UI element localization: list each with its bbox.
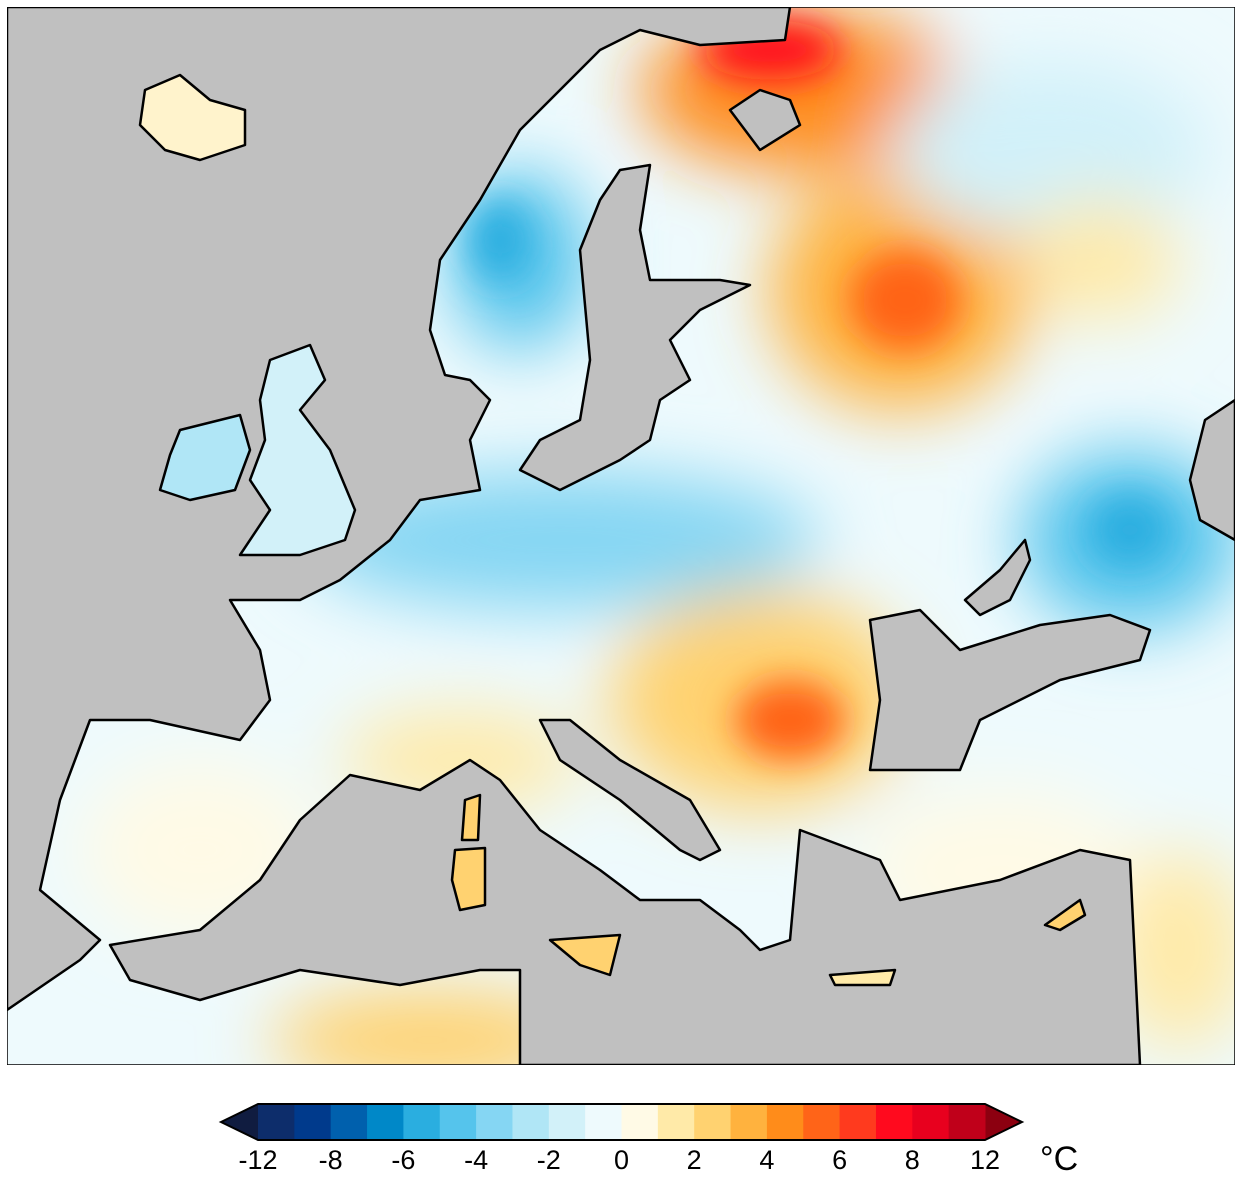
colorbar-tick-label: 4 — [759, 1145, 775, 1175]
colorbar-under-triangle — [221, 1104, 258, 1140]
colorbar-over-triangle — [985, 1104, 1022, 1140]
colorbar-tick-label: -12 — [238, 1145, 278, 1175]
corsica — [460, 793, 482, 842]
ireland — [158, 413, 252, 502]
colorbar-outline — [218, 1103, 1025, 1141]
baltic-sea — [518, 163, 752, 492]
adriatic-sea — [538, 718, 722, 862]
colorbar-segment — [585, 1104, 622, 1140]
colorbar-segment — [367, 1104, 404, 1140]
colorbar-tick-label: 12 — [969, 1145, 1001, 1175]
colorbar-segment — [657, 1104, 695, 1140]
sardinia — [450, 846, 487, 912]
mediterranean-sea — [108, 758, 1142, 1065]
cyprus — [1043, 898, 1087, 932]
colorbar-tick-label: -6 — [391, 1145, 416, 1175]
colorbar-tick-label: 8 — [904, 1145, 920, 1175]
colorbar-tick-label: 6 — [832, 1145, 848, 1175]
great-britain — [238, 343, 357, 557]
colorbar-segment — [258, 1104, 295, 1140]
colorbar-segment — [548, 1104, 586, 1140]
colorbar-segment — [439, 1104, 477, 1140]
sicily — [548, 933, 622, 977]
islands — [138, 73, 1087, 987]
colorbar-segment — [766, 1104, 804, 1140]
colorbar-segment — [330, 1104, 368, 1140]
temperature-anomaly-map — [7, 7, 1235, 1065]
colorbar-segment — [512, 1104, 550, 1140]
colorbar-segment — [403, 1104, 441, 1140]
sea-areas — [7, 7, 1235, 1065]
sea-of-azov — [963, 538, 1032, 617]
colorbar-segment — [803, 1104, 841, 1140]
colorbar-segment — [694, 1104, 732, 1140]
colorbar-segment — [948, 1104, 986, 1140]
black-sea — [868, 608, 1152, 772]
white-sea — [728, 88, 802, 152]
colorbar-segment — [476, 1104, 513, 1140]
colorbar-tick-label: 2 — [686, 1145, 702, 1175]
colorbar-tick-label: -2 — [536, 1145, 561, 1175]
atlantic-ocean — [7, 7, 792, 1012]
caspian-sea — [1188, 398, 1235, 542]
colorbar-unit-label: °C — [1040, 1140, 1079, 1178]
colorbar-tick-label: -4 — [464, 1145, 489, 1175]
colorbar-segment — [912, 1104, 950, 1140]
colorbar-tick-label: 0 — [613, 1145, 630, 1175]
colorbar-segment — [621, 1104, 659, 1140]
crete — [828, 968, 897, 987]
colorbar-segment — [730, 1104, 768, 1140]
colorbar-segment — [875, 1104, 913, 1140]
iceland — [138, 73, 247, 162]
colorbar-segment — [294, 1104, 332, 1140]
colorbar-tick-label: -8 — [318, 1145, 343, 1175]
colorbar-segment — [839, 1104, 877, 1140]
